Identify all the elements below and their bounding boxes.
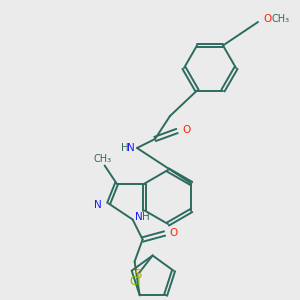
Text: N: N — [94, 200, 102, 211]
Text: CH₃: CH₃ — [272, 14, 290, 24]
Text: H: H — [121, 143, 129, 153]
Text: N: N — [135, 212, 142, 221]
Text: O: O — [182, 125, 190, 135]
Text: O: O — [169, 227, 178, 238]
Text: O: O — [263, 14, 271, 24]
Text: Cl: Cl — [130, 275, 141, 288]
Text: N: N — [127, 143, 135, 153]
Text: S: S — [135, 268, 142, 281]
Text: H: H — [142, 212, 149, 221]
Text: CH₃: CH₃ — [94, 154, 112, 164]
